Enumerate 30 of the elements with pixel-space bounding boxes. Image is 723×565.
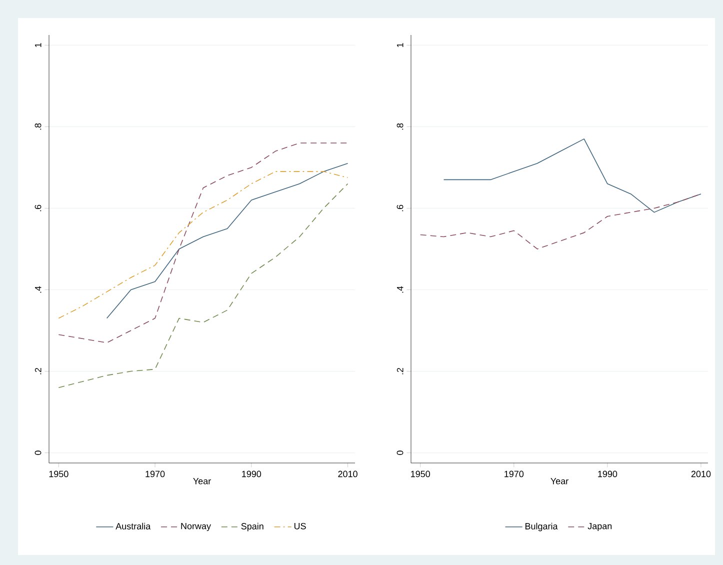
line-series [106,162,348,319]
x-tick-label: 2010 [338,470,358,478]
legend-label: US [294,522,306,530]
legend-label: Japan [588,522,612,532]
y-tick-label: .6 [396,204,404,212]
x-tick-label: 1970 [504,470,524,478]
y-tick-label: .4 [35,286,42,293]
y-tick-label: .2 [396,368,404,374]
y-tick-label: .4 [397,286,404,293]
x-tick-label: 1970 [146,470,165,478]
x-tick-label: 1950 [49,470,68,478]
x-tick-label: 1990 [598,470,618,478]
y-tick-label: .6 [34,204,42,212]
legend-label: Norway [181,522,211,532]
x-axis-title: Year [550,478,568,484]
legend-label: Australia [116,522,151,530]
x-tick-label: 1990 [242,470,262,478]
legend-label: Spain [241,522,264,532]
y-tick-label: 0 [396,450,404,455]
y-tick-label: 1 [397,43,404,47]
y-tick-label: .8 [396,123,404,130]
y-tick-label: .8 [34,123,42,130]
x-tick-label: 1950 [411,470,430,478]
y-tick-label: .2 [34,368,42,374]
line-series [58,183,348,388]
x-tick-label: 2010 [691,470,711,478]
legend-label: Bulgaria [525,522,558,532]
y-tick-label: 0 [34,450,42,455]
x-axis-title: Year [193,478,211,484]
y-tick-label: 1 [35,43,42,47]
